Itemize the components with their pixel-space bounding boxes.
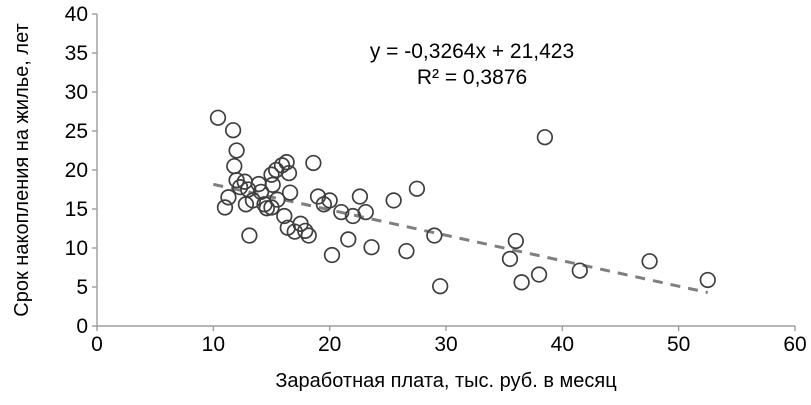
r-squared-label: R² = 0,3876 bbox=[417, 66, 527, 89]
data-points bbox=[209, 109, 716, 295]
y-axis-title: Срок накопления на жилье, лет bbox=[11, 23, 33, 316]
data-point bbox=[699, 271, 716, 289]
data-point bbox=[571, 262, 588, 279]
y-tick-label: 5 bbox=[76, 276, 88, 299]
data-point bbox=[252, 183, 270, 200]
data-point bbox=[321, 192, 338, 209]
x-tick-label: 0 bbox=[91, 333, 103, 356]
data-point bbox=[300, 227, 317, 244]
data-point bbox=[231, 179, 249, 196]
data-point bbox=[297, 222, 314, 239]
data-point bbox=[363, 239, 380, 256]
data-point bbox=[209, 109, 227, 126]
data-point bbox=[432, 278, 449, 295]
y-tick-label: 30 bbox=[65, 81, 88, 104]
data-point bbox=[536, 129, 554, 146]
data-point bbox=[398, 242, 415, 260]
y-tick-label: 10 bbox=[65, 237, 88, 260]
data-point bbox=[507, 232, 524, 250]
data-point bbox=[323, 246, 341, 264]
data-point bbox=[278, 154, 295, 171]
data-point bbox=[340, 231, 357, 248]
y-tick-label: 15 bbox=[65, 198, 88, 221]
data-point bbox=[513, 274, 530, 291]
x-tick-label: 10 bbox=[202, 333, 225, 356]
y-tick-label: 35 bbox=[65, 42, 88, 65]
data-point bbox=[263, 166, 280, 183]
x-axis-title: Заработная плата, тыс. руб. в месяц bbox=[275, 370, 616, 392]
x-tick-label: 60 bbox=[783, 333, 806, 356]
data-point bbox=[530, 266, 548, 283]
y-axis-ticks: 0 5 10 15 20 25 30 35 40 bbox=[65, 3, 97, 338]
data-point bbox=[357, 203, 374, 221]
trend-line bbox=[213, 182, 709, 295]
data-point bbox=[276, 207, 293, 225]
x-axis-ticks: 0 10 20 30 40 50 60 bbox=[91, 326, 807, 356]
data-point bbox=[280, 164, 298, 182]
data-point bbox=[641, 253, 658, 270]
data-point bbox=[226, 157, 243, 175]
y-tick-label: 25 bbox=[65, 120, 88, 143]
data-point bbox=[305, 154, 322, 172]
data-point bbox=[224, 122, 242, 139]
data-point bbox=[408, 180, 426, 197]
data-point bbox=[426, 227, 443, 244]
data-point bbox=[351, 188, 369, 205]
data-point bbox=[268, 161, 285, 179]
x-tick-label: 20 bbox=[318, 333, 341, 356]
data-point bbox=[216, 199, 234, 216]
data-point bbox=[228, 142, 245, 159]
y-tick-label: 0 bbox=[76, 315, 88, 338]
data-point bbox=[385, 192, 402, 209]
data-point bbox=[241, 227, 258, 244]
x-tick-label: 50 bbox=[667, 333, 690, 356]
equation-label: y = -0,3264x + 21,423 bbox=[370, 40, 574, 63]
data-point bbox=[269, 191, 286, 208]
x-tick-label: 30 bbox=[434, 333, 457, 356]
data-point bbox=[244, 192, 262, 209]
y-tick-label: 40 bbox=[65, 3, 88, 26]
data-point bbox=[333, 203, 350, 221]
data-point bbox=[264, 176, 281, 193]
data-point bbox=[220, 189, 237, 206]
x-tick-label: 40 bbox=[551, 333, 574, 356]
data-point bbox=[281, 184, 299, 201]
y-tick-label: 20 bbox=[65, 159, 88, 182]
data-point bbox=[501, 250, 519, 268]
